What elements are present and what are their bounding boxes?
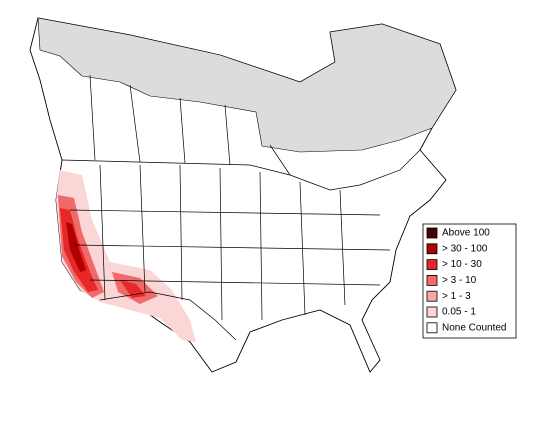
legend-swatch (426, 290, 438, 302)
legend-swatch (426, 243, 438, 255)
legend-swatch (426, 274, 438, 286)
legend-box (422, 223, 517, 339)
range-core (66, 222, 86, 272)
canada-us-border (61, 149, 421, 191)
legend-label: > 3 - 10 (442, 275, 477, 286)
range-high (60, 208, 146, 298)
legend-label: None Counted (442, 322, 507, 333)
state-lines (69, 164, 391, 321)
legend-swatch (426, 259, 438, 271)
legend-label: > 10 - 30 (442, 259, 482, 270)
borders (61, 74, 421, 341)
legend-label: > 30 - 100 (442, 243, 488, 254)
legend-swatch (426, 306, 438, 318)
legend-label: > 1 - 3 (442, 291, 471, 302)
mexico-border (99, 291, 237, 341)
no-count-region (37, 17, 457, 153)
legend: Above 100 > 30 - 100 > 10 - 30 > 3 - 10 > 1 … (422, 223, 517, 339)
province-lines (89, 74, 291, 176)
legend-swatch (426, 322, 438, 334)
legend-swatch (426, 227, 438, 239)
range-light (56, 170, 196, 342)
legend-label: 0.05 - 1 (442, 307, 476, 318)
legend-label: Above 100 (442, 228, 490, 239)
